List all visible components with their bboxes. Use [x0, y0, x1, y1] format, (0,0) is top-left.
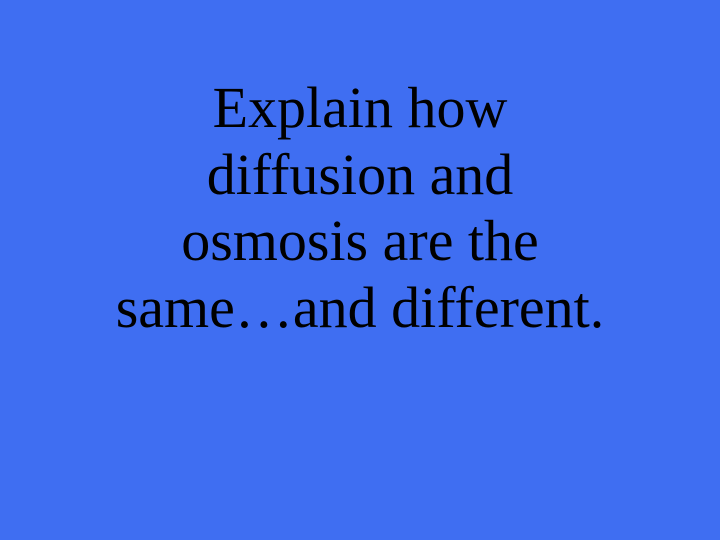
- slide-line-2: diffusion and: [116, 142, 605, 209]
- slide-line-1: Explain how: [116, 75, 605, 142]
- slide-line-4: same…and different.: [116, 275, 605, 342]
- slide-container: Explain how diffusion and osmosis are th…: [0, 0, 720, 540]
- slide-text-block: Explain how diffusion and osmosis are th…: [116, 75, 605, 342]
- slide-line-3: osmosis are the: [116, 208, 605, 275]
